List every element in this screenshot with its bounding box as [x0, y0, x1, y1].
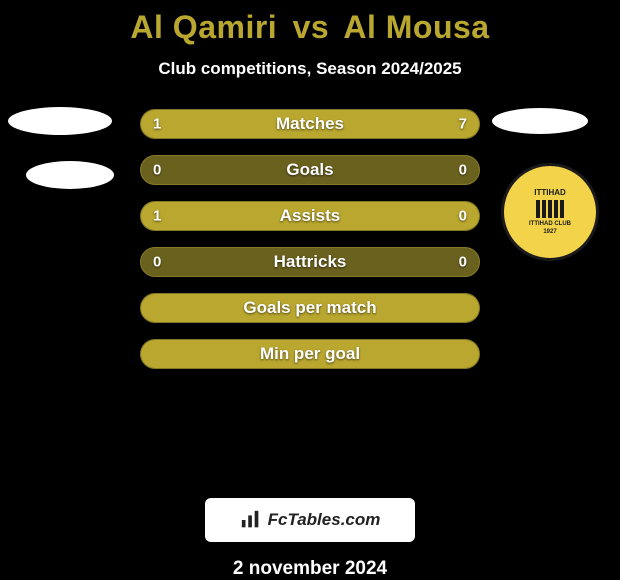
decor-ellipse-left-top: [8, 107, 112, 135]
team-logo-right: ITTIHAD ITTIHAD CLUB 1927: [501, 163, 599, 261]
date-text: 2 november 2024: [233, 558, 387, 580]
bar-value-left: 0: [153, 162, 161, 179]
stat-bar-gpm: Goals per match: [140, 293, 480, 323]
subtitle: Club competitions, Season 2024/2025: [158, 59, 461, 79]
title-vs: vs: [293, 9, 330, 45]
stat-bar-hattricks: Hattricks 0 0: [140, 247, 480, 277]
bar-label: Assists: [280, 206, 340, 226]
decor-ellipse-left-mid: [26, 161, 114, 189]
bar-label: Hattricks: [274, 252, 347, 272]
badge-top-text: ITTIHAD: [534, 189, 566, 197]
fctables-text: FcTables.com: [268, 510, 381, 530]
bar-label: Matches: [276, 114, 344, 134]
bar-value-right: 0: [459, 162, 467, 179]
bar-value-left: 1: [153, 116, 161, 133]
badge-year-text: 1927: [543, 229, 556, 235]
badge-stripes: [536, 200, 564, 218]
page-title: Al Qamiri vs Al Mousa: [130, 10, 489, 45]
stat-bar-goals: Goals 0 0: [140, 155, 480, 185]
title-player2: Al Mousa: [343, 9, 489, 45]
comparison-arena: ITTIHAD ITTIHAD CLUB 1927 Matches 1 7 Goals…: [0, 109, 620, 480]
stat-bar-assists: Assists 1 0: [140, 201, 480, 231]
bar-fill-left: [141, 110, 183, 138]
stat-bars: Matches17Goals00Assists10Hattricks00Goal…: [140, 109, 480, 369]
bar-value-left: 0: [153, 254, 161, 271]
badge-bottom-text: ITTIHAD CLUB: [529, 221, 571, 227]
bar-value-right: 0: [459, 208, 467, 225]
fctables-watermark: FcTables.com: [205, 498, 415, 542]
decor-ellipse-right-top: [492, 108, 588, 134]
bar-value-right: 0: [459, 254, 467, 271]
bars-icon: [240, 509, 262, 531]
title-player1: Al Qamiri: [130, 9, 277, 45]
ittihad-badge: ITTIHAD ITTIHAD CLUB 1927: [504, 166, 596, 258]
bar-value-left: 1: [153, 208, 161, 225]
bar-label: Min per goal: [260, 344, 360, 364]
stat-bar-matches: Matches 1 7: [140, 109, 480, 139]
bar-value-right: 7: [459, 116, 467, 133]
bar-label: Goals: [286, 160, 333, 180]
bar-label: Goals per match: [243, 298, 376, 318]
stat-bar-mpg: Min per goal: [140, 339, 480, 369]
